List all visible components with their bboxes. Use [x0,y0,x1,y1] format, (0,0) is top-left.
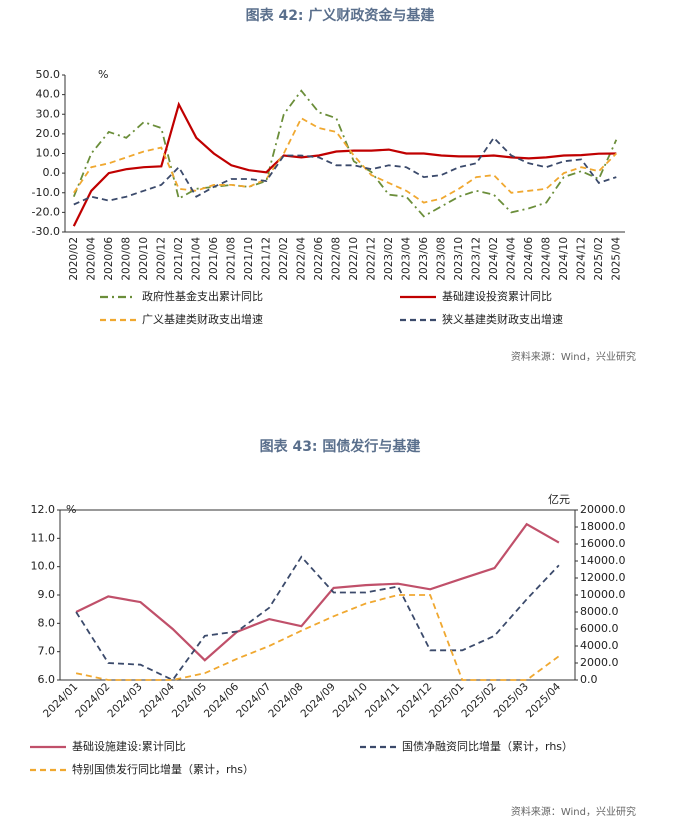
x-tick-label: 2022/06 [313,237,325,281]
y-unit: % [98,68,108,81]
y-tick-label: 12.0 [31,503,56,516]
x-tick-label: 2021/08 [225,237,237,281]
y-tick-label: 40.0 [36,88,61,101]
y-tick-label: -30.0 [32,225,60,238]
x-tick-label: 2024/12 [575,237,587,281]
x-tick-label: 2023/08 [435,237,447,281]
x-tick-label: 2021/10 [243,237,255,281]
y2-tick-label: 0.0 [580,673,598,686]
x-tick-label: 2020/08 [120,237,132,281]
y-tick-label: 50.0 [36,68,61,81]
y2-tick-label: 6000.0 [580,622,619,635]
x-tick-label: 2023/02 [383,237,395,281]
x-tick-label: 2024/04 [505,237,517,281]
legend-label: 特别国债发行同比增量（累计，rhs） [72,762,254,776]
x-tick-label: 2022/04 [295,237,307,281]
x-tick-label: 2020/06 [103,237,115,281]
data-line [75,594,560,681]
x-tick-label: 2025/02 [593,237,605,281]
y2-tick-label: 4000.0 [580,639,619,652]
legend-label: 政府性基金支出累计同比 [142,289,263,303]
y2-tick-label: 8000.0 [580,605,619,618]
y2-tick-label: 12000.0 [580,571,626,584]
y2-tick-label: 16000.0 [580,537,626,550]
x-tick-label: 2023/10 [453,237,465,281]
x-tick-label: 2022/10 [348,237,360,281]
legend-label: 基础建设投资累计同比 [442,289,552,303]
plot-frame [59,509,576,681]
legend-label: 狭义基建类财政支出增速 [442,312,563,326]
x-tick-label: 2023/12 [470,237,482,281]
data-line [72,89,618,218]
x-tick-label: 2024/08 [540,237,552,281]
x-tick-label: 2023/04 [400,237,412,281]
y-tick-label: 10.0 [36,147,61,160]
y-tick-label: 10.0 [31,560,56,573]
y-tick-label: -10.0 [32,186,60,199]
chart-title: 图表 43: 国债发行与基建 [260,438,421,455]
y-tick-label: 8.0 [38,616,56,629]
y-tick-label: 7.0 [38,645,56,658]
x-tick-label: 2024/06 [523,237,535,281]
x-tick-label: 2022/08 [330,237,342,281]
y-tick-label: -20.0 [32,205,60,218]
x-tick-label: 2022/12 [365,237,377,281]
y-tick-label: 20.0 [36,127,61,140]
y-tick-label: 0.0 [43,166,61,179]
x-tick-label: 2021/12 [260,237,272,281]
chart-title: 图表 42: 广义财政资金与基建 [246,7,435,24]
y2-tick-label: 2000.0 [580,656,619,669]
source-note: 资料来源：Wind，兴业研究 [511,350,636,363]
source-note: 资料来源：Wind，兴业研究 [511,805,636,818]
x-tick-label: 2023/06 [418,237,430,281]
y2-unit: 亿元 [548,493,570,506]
legend-label: 广义基建类财政支出增速 [142,312,263,326]
y-tick-label: 6.0 [38,673,56,686]
x-tick-label: 2020/10 [138,237,150,281]
x-tick-label: 2021/04 [190,237,202,281]
data-line [75,555,560,682]
y2-tick-label: 18000.0 [580,520,626,533]
x-tick-label: 2025/04 [524,681,564,721]
y2-tick-label: 10000.0 [580,588,626,601]
data-line [75,522,560,662]
x-tick-label: 2024/02 [488,237,500,281]
x-tick-label: 2025/04 [610,237,622,281]
legend-label: 国债净融资同比增量（累计，rhs） [402,739,573,753]
x-tick-label: 2020/02 [68,237,80,281]
x-tick-label: 2024/10 [558,237,570,281]
data-line [73,136,617,206]
x-tick-label: 2020/04 [85,237,97,281]
y2-tick-label: 14000.0 [580,554,626,567]
x-tick-label: 2020/12 [155,237,167,281]
legend-label: 基础设施建设:累计同比 [72,739,186,753]
y-unit: % [66,503,76,516]
y-tick-label: 11.0 [31,531,56,544]
x-tick-label: 2021/06 [208,237,220,281]
y-tick-label: 9.0 [38,588,56,601]
y-tick-label: 30.0 [36,107,61,120]
y2-tick-label: 20000.0 [580,503,626,516]
x-tick-label: 2022/02 [278,237,290,281]
x-tick-label: 2021/02 [173,237,185,281]
data-line [72,101,617,227]
data-line [73,116,617,204]
